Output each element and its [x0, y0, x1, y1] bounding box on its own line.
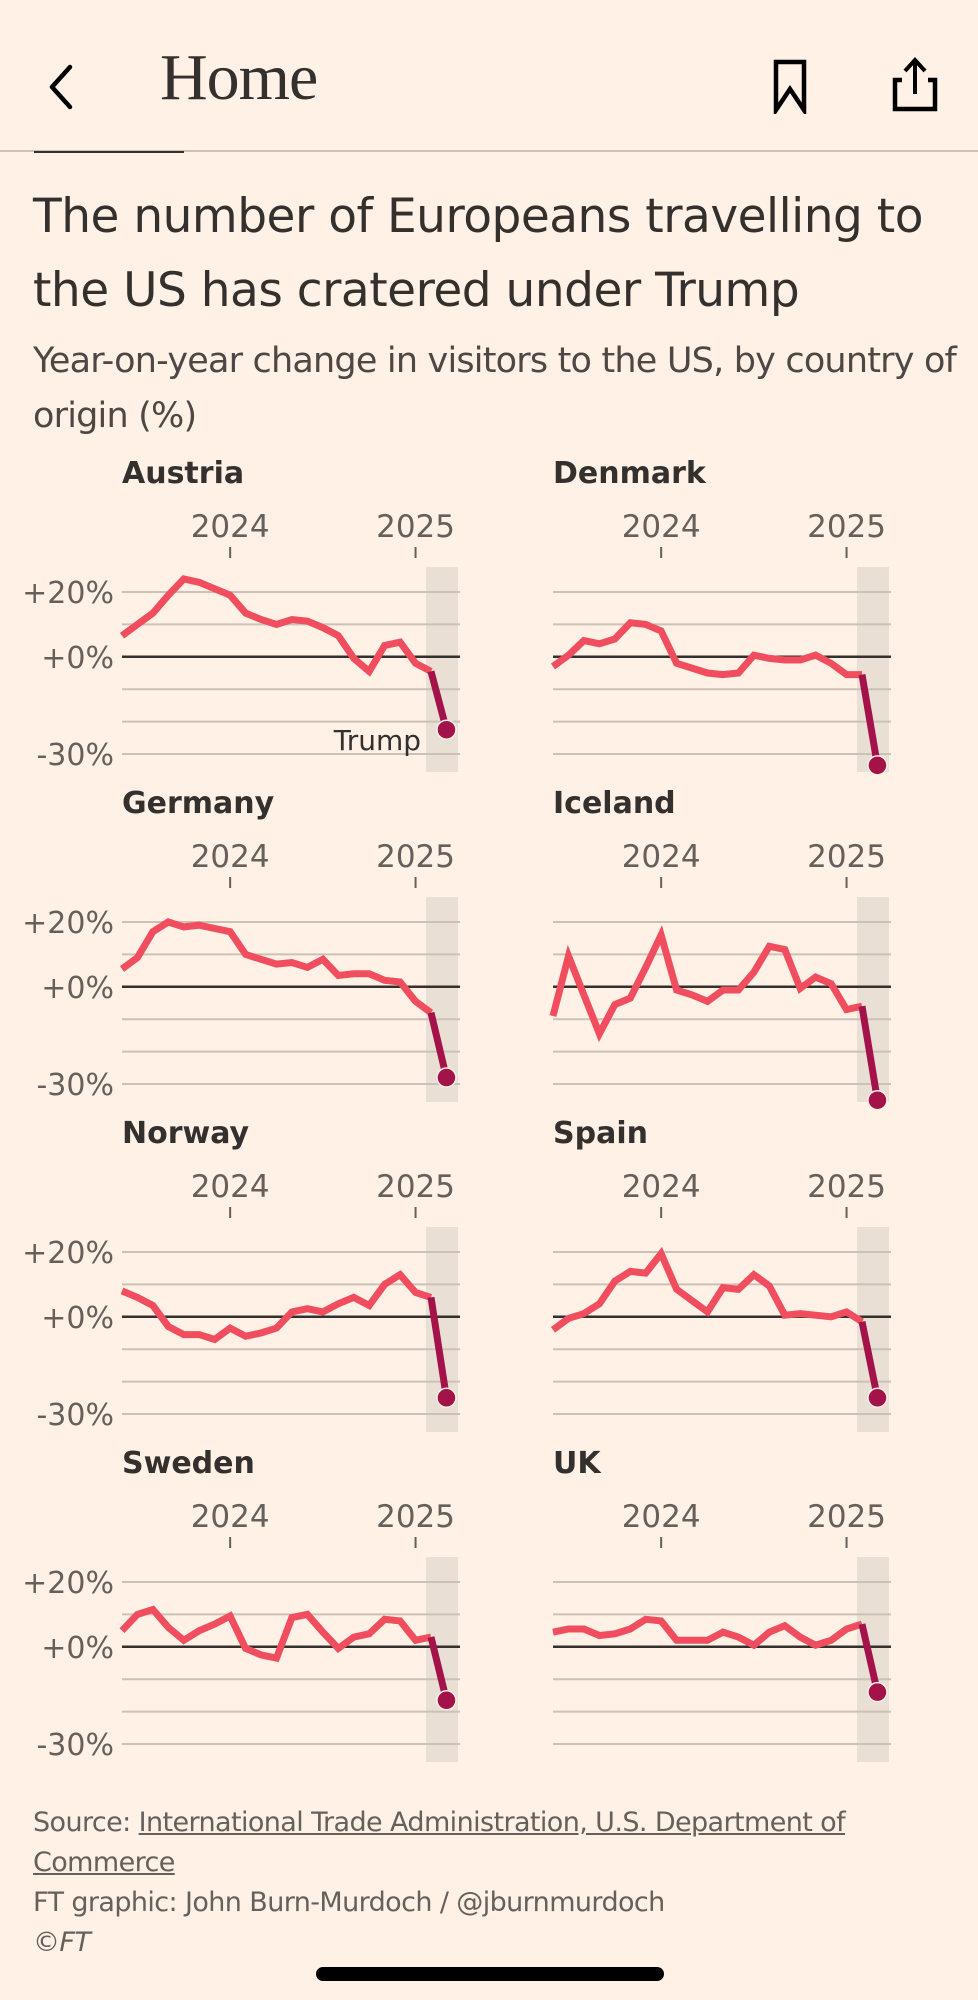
share-icon — [892, 57, 938, 112]
back-button[interactable] — [44, 62, 84, 112]
x-tick-label: 2025 — [376, 839, 455, 875]
x-tick-label: 2025 — [807, 509, 886, 545]
source-line: Source: International Trade Administrati… — [33, 1803, 963, 1883]
y-tick-label: +0% — [41, 1301, 114, 1336]
x-tick-label: 2025 — [376, 1499, 455, 1535]
headline: The number of Europeans travelling to th… — [33, 189, 923, 318]
chart-panel-denmark: Denmark 2024 2025 — [550, 456, 891, 776]
chart-panel-spain: Spain 2024 2025 — [550, 1116, 891, 1432]
nav-title: Home — [160, 41, 318, 114]
x-tick-label: 2024 — [191, 839, 270, 875]
trump-segment — [858, 674, 881, 766]
chevron-left-icon — [49, 64, 73, 110]
series-line-uk — [552, 1615, 864, 1650]
y-tick-label: +20% — [22, 906, 114, 941]
x-tick-label: 2024 — [622, 1499, 701, 1535]
home-indicator[interactable] — [316, 1967, 664, 1981]
x-tick-label: 2024 — [622, 1169, 701, 1205]
trump-segment — [427, 1011, 450, 1079]
latest-point-marker — [436, 1690, 457, 1711]
y-tick-label: +0% — [41, 971, 114, 1006]
latest-point-marker — [867, 755, 888, 776]
x-tick-label: 2024 — [191, 1169, 270, 1205]
x-tick-label: 2025 — [807, 839, 886, 875]
x-tick-label: 2024 — [622, 509, 701, 545]
y-tick-label: -30% — [36, 1068, 114, 1103]
source-link[interactable]: International Trade Administration, U.S.… — [33, 1807, 846, 1878]
trump-annotation: Trump — [333, 724, 421, 757]
x-tick-label: 2025 — [376, 1169, 455, 1205]
latest-point-marker — [436, 719, 457, 740]
nav-bar: Home — [0, 0, 978, 152]
x-tick-label: 2024 — [191, 509, 270, 545]
trump-segment — [858, 1005, 881, 1101]
copyright: ©FT — [33, 1927, 91, 1958]
chart-panel-austria: Austria 2024 2025 +20% +0% -30% Trump — [22, 456, 460, 773]
panel-title: Denmark — [553, 456, 707, 491]
trump-segment — [427, 1636, 450, 1702]
y-tick-label: -30% — [36, 1398, 114, 1433]
series-line-spain — [550, 1246, 864, 1333]
chart-panel-uk: UK 2024 2025 — [552, 1446, 891, 1762]
y-tick-label: +20% — [22, 1236, 114, 1271]
chart-panel-norway: Norway 2024 2025 +20% +0% -30% — [22, 1116, 460, 1433]
x-tick-label: 2024 — [191, 1499, 270, 1535]
latest-point-marker — [867, 1089, 888, 1111]
subheadline: Year-on-year change in visitors to the U… — [33, 341, 957, 436]
chart-panel-germany: Germany 2024 2025 +20% +0% -30% — [22, 786, 460, 1103]
y-tick-label: +0% — [41, 641, 114, 676]
credit-line: FT graphic: John Burn-Murdoch / @jburnmu… — [33, 1887, 665, 1918]
series-line-austria — [119, 575, 433, 677]
small-multiples-chart: Austria 2024 2025 +20% +0% -30% Trump Denmark 20… — [22, 456, 891, 1763]
bookmark-button[interactable] — [770, 58, 810, 118]
panel-title: Germany — [122, 786, 275, 821]
bookmark-icon — [773, 59, 807, 118]
chart-panel-iceland: Iceland 2024 2025 — [549, 786, 891, 1111]
trump-segment — [858, 1320, 881, 1399]
series-line-germany — [119, 918, 434, 1016]
panel-title: Spain — [553, 1116, 648, 1151]
y-tick-label: +20% — [22, 1566, 114, 1601]
series-line-sweden — [119, 1605, 432, 1663]
x-tick-label: 2025 — [376, 509, 455, 545]
nav-divider — [0, 150, 978, 152]
x-tick-label: 2025 — [807, 1169, 886, 1205]
series-line-norway — [120, 1270, 433, 1344]
chart-footer: Source: International Trade Administrati… — [33, 1803, 963, 1963]
trump-segment — [427, 1296, 450, 1399]
x-tick-label: 2024 — [622, 839, 701, 875]
series-line-iceland — [549, 925, 863, 1043]
trump-period-shade — [426, 1557, 458, 1762]
panel-title: Iceland — [553, 786, 676, 821]
panel-title: Sweden — [122, 1446, 255, 1481]
source-prefix: Source: — [33, 1807, 139, 1838]
panel-title: Norway — [122, 1116, 250, 1151]
series-line-denmark — [550, 619, 862, 679]
y-tick-label: -30% — [36, 1728, 114, 1763]
y-tick-label: +0% — [41, 1631, 114, 1666]
panel-title: UK — [553, 1446, 602, 1481]
panel-title: Austria — [122, 456, 244, 491]
latest-point-marker — [436, 1067, 457, 1088]
latest-point-marker — [867, 1387, 888, 1409]
chart-panel-sweden: Sweden 2024 2025 +20% +0% -30% — [22, 1446, 460, 1763]
trump-segment — [858, 1623, 881, 1693]
y-tick-label: +20% — [22, 576, 114, 611]
latest-point-marker — [867, 1681, 888, 1703]
section-accent-rule — [34, 151, 184, 153]
share-button[interactable] — [890, 56, 940, 114]
y-tick-label: -30% — [36, 738, 114, 773]
latest-point-marker — [436, 1387, 457, 1409]
x-tick-label: 2025 — [807, 1499, 886, 1535]
